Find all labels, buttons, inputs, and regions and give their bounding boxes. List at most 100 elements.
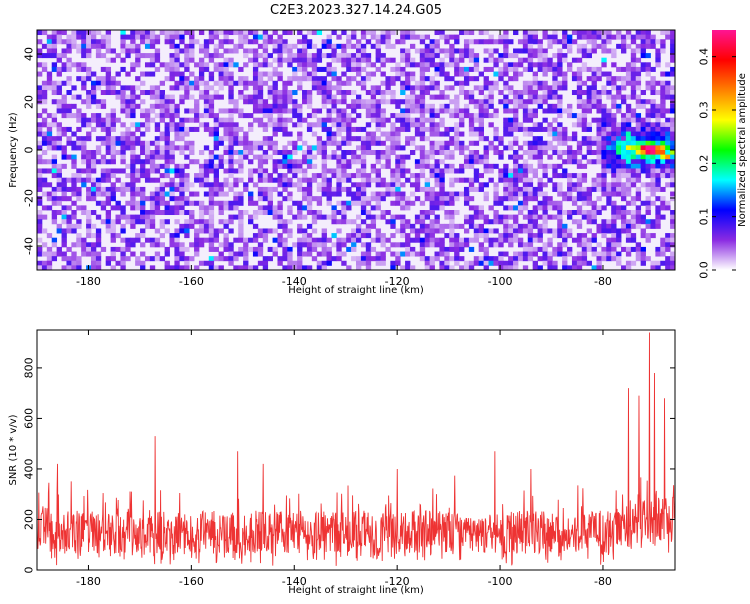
heatmap-cell bbox=[267, 154, 273, 160]
heatmap-cell bbox=[611, 233, 617, 239]
heatmap-cell bbox=[95, 80, 102, 86]
heatmap-cell bbox=[459, 150, 465, 156]
heatmap-cell bbox=[331, 191, 337, 197]
heatmap-cell bbox=[630, 163, 637, 169]
heatmap-cell bbox=[650, 186, 656, 192]
heatmap-cell bbox=[61, 154, 67, 160]
heatmap-cell bbox=[66, 108, 72, 114]
heatmap-cell bbox=[90, 265, 97, 270]
colorbar-tick-label: 0.3 bbox=[698, 101, 711, 119]
heatmap-cell bbox=[287, 131, 293, 137]
heatmap-cell bbox=[252, 251, 259, 257]
heatmap-cell bbox=[184, 186, 190, 192]
heatmap-cell bbox=[360, 191, 367, 197]
heatmap-cell bbox=[346, 173, 352, 179]
heatmap-cell bbox=[429, 62, 435, 68]
heatmap-cell bbox=[267, 103, 273, 109]
heatmap-cell bbox=[149, 210, 156, 216]
heatmap-cell bbox=[243, 94, 249, 100]
heatmap-cell bbox=[213, 131, 219, 137]
heatmap-cell bbox=[130, 39, 136, 45]
heatmap-cell bbox=[135, 200, 141, 206]
heatmap-cell bbox=[174, 219, 180, 225]
heatmap-cell bbox=[174, 85, 180, 91]
heatmap-cell bbox=[547, 103, 553, 109]
heatmap-cell bbox=[449, 53, 455, 59]
heatmap-cell bbox=[306, 71, 313, 77]
heatmap-cell bbox=[429, 131, 435, 137]
heatmap-cell bbox=[76, 260, 82, 266]
heatmap-cell bbox=[586, 53, 592, 59]
heatmap-cell bbox=[405, 103, 411, 109]
heatmap-cell bbox=[429, 117, 435, 123]
heatmap-cell bbox=[650, 265, 656, 270]
heatmap-cell bbox=[635, 205, 642, 211]
heatmap-cell bbox=[606, 30, 612, 36]
heatmap-cell bbox=[287, 182, 293, 188]
heatmap-cell bbox=[576, 233, 583, 239]
heatmap-cell bbox=[596, 90, 602, 96]
heatmap-cell bbox=[375, 182, 381, 188]
heatmap-cell bbox=[110, 265, 116, 270]
heatmap-cell bbox=[498, 242, 504, 248]
heatmap-cell bbox=[252, 71, 259, 77]
heatmap-cell bbox=[645, 71, 651, 77]
heatmap-cell bbox=[257, 76, 264, 82]
heatmap-cell bbox=[179, 76, 185, 82]
heatmap-cell bbox=[61, 196, 67, 202]
heatmap-cell bbox=[169, 43, 175, 49]
heatmap-cell bbox=[606, 80, 612, 86]
heatmap-cell bbox=[454, 99, 460, 105]
heatmap-cell bbox=[670, 94, 675, 100]
heatmap-cell bbox=[243, 265, 249, 270]
heatmap-cell bbox=[625, 80, 632, 86]
heatmap-x-tick-label: -120 bbox=[385, 275, 410, 288]
heatmap-cell bbox=[154, 94, 161, 100]
heatmap-cell bbox=[405, 251, 411, 257]
heatmap-cell bbox=[331, 71, 337, 77]
heatmap-cell bbox=[670, 39, 675, 45]
heatmap-cell bbox=[606, 48, 612, 54]
heatmap-cell bbox=[56, 136, 62, 142]
heatmap-cell bbox=[297, 131, 303, 137]
heatmap-cell bbox=[473, 210, 480, 216]
heatmap-cell bbox=[140, 113, 146, 119]
heatmap-cell bbox=[252, 90, 259, 96]
heatmap-cell bbox=[508, 145, 514, 151]
heatmap-cell bbox=[179, 196, 185, 202]
heatmap-cell bbox=[130, 200, 136, 206]
heatmap-cell bbox=[468, 205, 475, 211]
heatmap-cell bbox=[302, 94, 308, 100]
heatmap-cell bbox=[616, 66, 622, 72]
heatmap-cell bbox=[346, 131, 352, 137]
heatmap-cell bbox=[586, 191, 592, 197]
heatmap-cell bbox=[51, 154, 58, 160]
heatmap-cell bbox=[365, 30, 372, 36]
heatmap-cell bbox=[493, 163, 499, 169]
heatmap-cell bbox=[130, 94, 136, 100]
heatmap-cell bbox=[336, 154, 342, 160]
heatmap-cell bbox=[110, 228, 116, 234]
heatmap-cell bbox=[287, 48, 293, 54]
heatmap-cell bbox=[272, 108, 278, 114]
heatmap-cell bbox=[454, 251, 460, 257]
heatmap-cell bbox=[100, 34, 107, 40]
heatmap-cell bbox=[238, 80, 244, 86]
heatmap-cell bbox=[346, 66, 352, 72]
heatmap-cell bbox=[380, 140, 386, 146]
heatmap-cell bbox=[478, 210, 484, 216]
heatmap-cell bbox=[110, 145, 116, 151]
heatmap-cell bbox=[243, 145, 249, 151]
heatmap-cell bbox=[282, 108, 288, 114]
heatmap-cell bbox=[650, 103, 656, 109]
heatmap-cell bbox=[405, 126, 411, 132]
heatmap-cell bbox=[233, 159, 239, 165]
heatmap-cell bbox=[321, 163, 327, 169]
heatmap-cell bbox=[581, 66, 588, 72]
heatmap-cell bbox=[586, 103, 592, 109]
heatmap-cell bbox=[341, 140, 347, 146]
heatmap-cell bbox=[380, 53, 386, 59]
heatmap-cell bbox=[571, 154, 578, 160]
heatmap-cell bbox=[429, 150, 435, 156]
heatmap-cell bbox=[86, 223, 92, 229]
